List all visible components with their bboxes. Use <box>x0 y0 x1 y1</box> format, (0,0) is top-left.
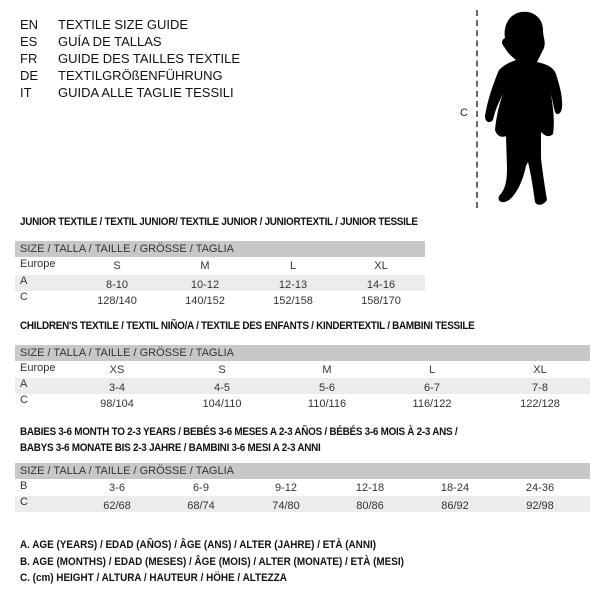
table-row: A 8-10 10-12 12-13 14-16 <box>15 275 425 291</box>
table-cell: 14-16 <box>366 279 396 291</box>
table-cell: S <box>113 260 121 272</box>
table-cell: 86/92 <box>441 500 469 512</box>
table-cell: 6-7 <box>424 382 440 394</box>
lang-title-it: GUIDA ALLE TAGLIE TESSILI <box>58 85 234 100</box>
table-cell: 12-13 <box>278 279 308 291</box>
table-row: Europe S M L XL <box>15 258 425 274</box>
lang-code-es: ES <box>20 34 38 49</box>
table-cell: 8-10 <box>105 279 129 291</box>
children-table-header: SIZE / TALLA / TAILLE / GRÖSSE / TAGLIA <box>15 345 590 361</box>
junior-table-title: JUNIOR TEXTILE / TEXTIL JUNIOR/ TEXTILE … <box>20 216 418 228</box>
table-cell: 6-9 <box>193 482 209 494</box>
legend-c: C. (cm) HEIGHT / ALTURA / HAUTEUR / HÖHE… <box>20 572 287 584</box>
table-cell: 3-4 <box>109 382 125 394</box>
legend-a: A. AGE (YEARS) / EDAD (AÑOS) / ÂGE (ANS)… <box>20 539 377 551</box>
row-label: C <box>20 496 28 508</box>
table-cell: 9-12 <box>274 482 298 494</box>
table-cell: 122/128 <box>520 398 560 410</box>
table-row: B 3-6 6-9 9-12 12-18 18-24 24-36 <box>15 480 590 496</box>
table-cell: L <box>289 260 297 272</box>
table-cell: 3-6 <box>109 482 125 494</box>
babies-table-title: BABYS 3-6 MONATE BIS 2-3 JAHRE / BAMBINI… <box>20 442 321 454</box>
height-dashed-line <box>476 10 478 208</box>
table-cell: 62/68 <box>103 500 131 512</box>
table-row: A 3-4 4-5 5-6 6-7 7-8 <box>15 378 590 394</box>
table-cell: 12-18 <box>355 482 385 494</box>
table-cell: 110/116 <box>307 398 347 410</box>
babies-table-title: BABIES 3-6 MONTH TO 2-3 YEARS / BEBÉS 3-… <box>20 426 458 438</box>
lang-title-de: TEXTILGRÖßENFÜHRUNG <box>58 68 223 83</box>
table-cell: 80/86 <box>356 500 384 512</box>
table-row: C 98/104 104/110 110/116 116/122 122/128 <box>15 394 590 410</box>
table-cell: 98/104 <box>100 398 134 410</box>
table-row: Europe XS S M L XL <box>15 362 590 378</box>
lang-code-en: EN <box>20 17 39 32</box>
row-label: C <box>20 394 28 406</box>
table-cell: 104/110 <box>202 398 242 410</box>
lang-title-es: GUÍA DE TALLAS <box>58 34 162 49</box>
row-label: C <box>20 291 28 303</box>
row-label: A <box>20 378 28 390</box>
row-label: B <box>20 480 28 492</box>
table-row: C 128/140 140/152 152/158 158/170 <box>15 291 425 307</box>
table-cell: XL <box>374 260 388 272</box>
table-cell: 158/170 <box>361 295 401 307</box>
table-cell: 128/140 <box>97 295 137 307</box>
row-label: A <box>20 275 28 287</box>
lang-code-it: IT <box>20 85 32 100</box>
table-cell: 5-6 <box>319 382 335 394</box>
baby-silhouette-icon <box>485 11 563 205</box>
table-cell: 18-24 <box>440 482 470 494</box>
table-cell: XS <box>109 364 125 376</box>
table-cell: L <box>428 364 436 376</box>
table-cell: S <box>218 364 226 376</box>
table-cell: M <box>322 364 332 376</box>
table-cell: 92/98 <box>526 500 554 512</box>
lang-title-en: TEXTILE SIZE GUIDE <box>58 17 189 32</box>
children-table-title: CHILDREN'S TEXTILE / TEXTIL NIÑO/A / TEX… <box>20 320 475 332</box>
table-cell: 140/152 <box>185 295 225 307</box>
table-cell: XL <box>533 364 547 376</box>
table-cell: 24-36 <box>525 482 555 494</box>
table-cell: 116/122 <box>412 398 452 410</box>
legend-b: B. AGE (MONTHS) / EDAD (MESES) / ÂGE (MO… <box>20 556 404 568</box>
table-cell: 152/158 <box>273 295 313 307</box>
lang-title-fr: GUIDE DES TAILLES TEXTILE <box>58 51 241 66</box>
lang-code-de: DE <box>20 68 39 83</box>
height-label: C <box>460 107 468 119</box>
row-label: Europe <box>20 362 56 374</box>
table-row: C 62/68 68/74 74/80 80/86 86/92 92/98 <box>15 496 590 512</box>
table-cell: M <box>200 260 210 272</box>
row-label: Europe <box>20 258 56 270</box>
table-cell: 74/80 <box>272 500 300 512</box>
table-cell: 4-5 <box>214 382 230 394</box>
table-cell: 7-8 <box>532 382 548 394</box>
table-cell: 10-12 <box>190 279 220 291</box>
table-cell: 68/74 <box>187 500 215 512</box>
lang-code-fr: FR <box>20 51 38 66</box>
junior-table-header: SIZE / TALLA / TAILLE / GRÖSSE / TAGLIA <box>15 241 425 257</box>
babies-table-header: SIZE / TALLA / TAILLE / GRÖSSE / TAGLIA <box>15 463 590 479</box>
